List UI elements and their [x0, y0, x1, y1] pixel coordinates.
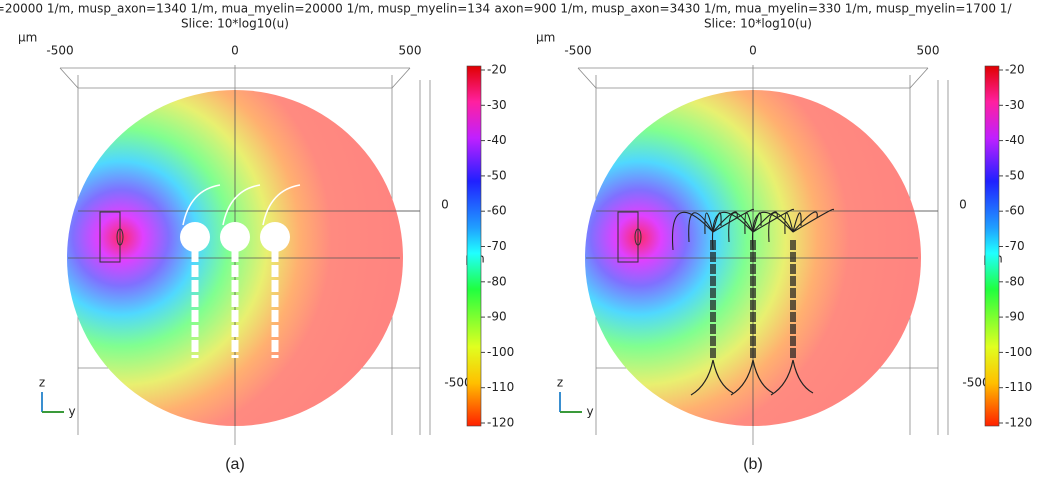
- colorbar-tick-label: -70: [1005, 239, 1025, 253]
- colorbar-tick-label: -100: [487, 345, 514, 359]
- colorbar-tick-label: -30: [1005, 98, 1025, 112]
- unit-label: μm: [18, 31, 37, 45]
- axis-label: y: [586, 405, 593, 419]
- x-tick-label: 500: [917, 44, 940, 58]
- panel-title: on=20000 1/m, musp_axon=1340 1/m, mua_my…: [0, 2, 490, 16]
- x-tick-label: 0: [749, 44, 757, 58]
- x-tick-label: -500: [46, 44, 73, 58]
- colorbar-tick-label: -80: [487, 274, 507, 288]
- panel-caption: (a): [225, 456, 245, 473]
- colorbar-tick-label: -50: [487, 168, 507, 182]
- panel: axon=900 1/m, musp_axon=3430 1/m, mua_my…: [495, 2, 1033, 474]
- colorbar-tick-label: -80: [1005, 274, 1025, 288]
- colorbar-tick-label: -50: [1005, 168, 1025, 182]
- frame-line: [60, 68, 78, 88]
- panel-title: axon=900 1/m, musp_axon=3430 1/m, mua_my…: [495, 2, 1013, 16]
- x-tick-label: 500: [399, 44, 422, 58]
- colorbar-tick-label: -90: [487, 310, 507, 324]
- colorbar-tick-label: -70: [487, 239, 507, 253]
- unit-label: μm: [536, 31, 555, 45]
- colorbar-tick-label: -20: [1005, 63, 1025, 77]
- colorbar-tick-label: -60: [1005, 204, 1025, 218]
- colorbar-tick-label: -90: [1005, 310, 1025, 324]
- x-tick-label: 0: [231, 44, 239, 58]
- panel-subtitle: Slice: 10*log10(u): [704, 17, 812, 31]
- colorbar-tick-label: -120: [487, 416, 514, 430]
- panel: on=20000 1/m, musp_axon=1340 1/m, mua_my…: [0, 2, 514, 474]
- panel-subtitle: Slice: 10*log10(u): [181, 17, 289, 31]
- colorbar-tick-label: -110: [1005, 380, 1032, 394]
- x-tick-label: -500: [564, 44, 591, 58]
- colorbar-tick-label: -20: [487, 63, 507, 77]
- colorbar-tick-label: -40: [1005, 133, 1025, 147]
- axis-label: y: [68, 405, 75, 419]
- colorbar: [985, 66, 999, 426]
- colorbar-tick-label: -30: [487, 98, 507, 112]
- colorbar-tick-label: -60: [487, 204, 507, 218]
- colorbar-tick-label: -100: [1005, 345, 1032, 359]
- figure: on=20000 1/m, musp_axon=1340 1/m, mua_my…: [0, 0, 1051, 484]
- frame-line: [910, 68, 928, 88]
- colorbar-tick-label: -120: [1005, 416, 1032, 430]
- frame-line: [578, 68, 596, 88]
- neuron-soma: [220, 222, 250, 252]
- frame-line: [392, 68, 410, 88]
- axis-label: z: [557, 376, 563, 390]
- axis-label: z: [39, 376, 45, 390]
- panel-caption: (b): [743, 456, 763, 473]
- neuron-soma: [260, 222, 290, 252]
- neuron-soma: [180, 222, 210, 252]
- y-tick-label: 0: [441, 198, 449, 212]
- colorbar-tick-label: -110: [487, 380, 514, 394]
- colorbar: [467, 66, 481, 426]
- colorbar-tick-label: -40: [487, 133, 507, 147]
- y-tick-label: 0: [959, 198, 967, 212]
